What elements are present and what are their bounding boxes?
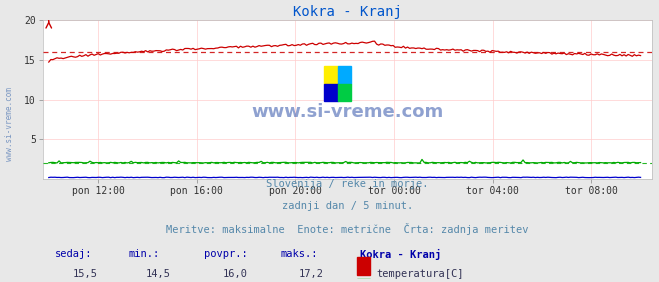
Text: Slovenija / reke in morje.: Slovenija / reke in morje. bbox=[266, 179, 429, 190]
Bar bbox=[357, 279, 370, 282]
Text: 14,5: 14,5 bbox=[146, 269, 171, 279]
Text: Meritve: maksimalne  Enote: metrične  Črta: zadnja meritev: Meritve: maksimalne Enote: metrične Črta… bbox=[166, 223, 529, 235]
Bar bbox=[324, 66, 338, 83]
Text: temperatura[C]: temperatura[C] bbox=[376, 269, 464, 279]
Text: www.si-vreme.com: www.si-vreme.com bbox=[252, 103, 444, 121]
Text: Kokra - Kranj: Kokra - Kranj bbox=[360, 249, 441, 260]
Text: www.si-vreme.com: www.si-vreme.com bbox=[5, 87, 14, 161]
Text: maks.:: maks.: bbox=[281, 249, 318, 259]
Bar bbox=[357, 257, 370, 275]
Text: min.:: min.: bbox=[128, 249, 159, 259]
Bar bbox=[338, 66, 351, 83]
Text: 16,0: 16,0 bbox=[222, 269, 247, 279]
Text: 15,5: 15,5 bbox=[73, 269, 98, 279]
Text: zadnji dan / 5 minut.: zadnji dan / 5 minut. bbox=[282, 201, 413, 211]
Text: 17,2: 17,2 bbox=[299, 269, 324, 279]
Bar bbox=[324, 83, 338, 101]
Title: Kokra - Kranj: Kokra - Kranj bbox=[293, 5, 402, 19]
Bar bbox=[338, 83, 351, 101]
Text: sedaj:: sedaj: bbox=[55, 249, 92, 259]
Text: povpr.:: povpr.: bbox=[204, 249, 248, 259]
